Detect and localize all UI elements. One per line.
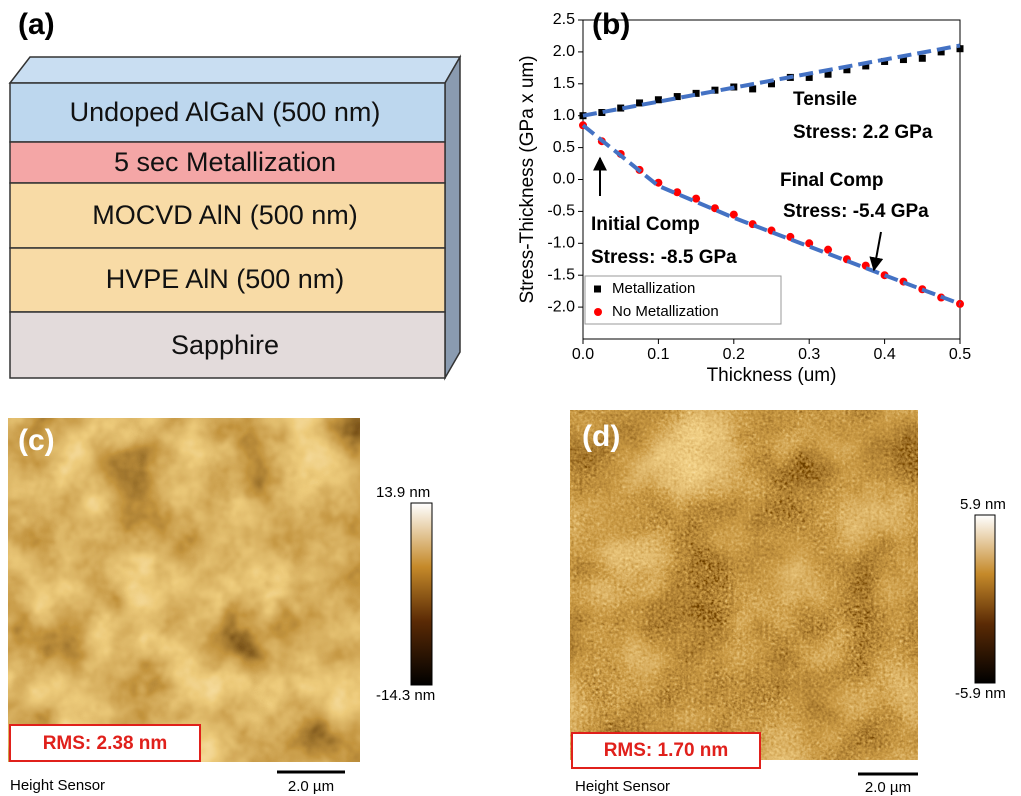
y-tick-label: 0.0: [553, 171, 575, 188]
afm-image: [570, 410, 918, 760]
colorbar-min: -5.9 nm: [955, 685, 1006, 702]
colorbar-max: 13.9 nm: [376, 484, 430, 501]
layer-label: Sapphire: [171, 330, 279, 360]
layer-label: HVPE AlN (500 nm): [106, 264, 345, 294]
y-tick-label: 1.0: [553, 107, 575, 124]
x-tick-label: 0.5: [949, 346, 971, 363]
y-tick-label: -0.5: [547, 203, 575, 220]
figure: (a) Undoped AlGaN (500 nm) 5 sec Metalli…: [0, 0, 1021, 796]
colorbar: [975, 515, 995, 683]
y-tick-label: 1.5: [553, 75, 575, 92]
annotation: Initial Comp: [591, 214, 700, 235]
point: [824, 246, 832, 254]
y-tick-label: -1.5: [547, 266, 575, 283]
layer-label: MOCVD AlN (500 nm): [92, 200, 358, 230]
colorbar-max: 5.9 nm: [960, 496, 1006, 513]
point: [655, 96, 662, 103]
colorbar-min: -14.3 nm: [376, 687, 435, 704]
stack-side: [445, 57, 460, 378]
annotation-arrow: [874, 232, 881, 270]
panel-label: (b): [592, 8, 630, 41]
panel-label: (a): [18, 8, 55, 41]
x-tick-label: 0.4: [873, 346, 895, 363]
channel-label: Height Sensor: [575, 778, 670, 795]
legend-marker: [594, 308, 602, 316]
y-tick-label: 0.5: [553, 139, 575, 156]
legend-label: No Metallization: [612, 303, 719, 320]
y-tick-label: -1.0: [547, 235, 575, 252]
legend-label: Metallization: [612, 280, 695, 297]
x-tick-label: 0.3: [798, 346, 820, 363]
panel-label: (c): [18, 424, 55, 457]
scale-bar-label: 2.0 µm: [865, 779, 911, 796]
legend-marker: [594, 286, 601, 293]
x-axis-label: Thickness (um): [707, 365, 837, 386]
y-tick-label: 2.5: [553, 11, 575, 28]
rms-label: RMS: 1.70 nm: [604, 740, 729, 761]
layer-label: 5 sec Metallization: [114, 147, 336, 177]
annotation: Tensile: [793, 89, 857, 110]
colorbar: [411, 503, 432, 685]
x-tick-label: 0.1: [647, 346, 669, 363]
y-tick-label: 2.0: [553, 43, 575, 60]
scale-bar-label: 2.0 µm: [288, 778, 334, 795]
panel-label: (d): [582, 420, 620, 453]
x-tick-label: 0.2: [723, 346, 745, 363]
afm-image: [8, 418, 360, 762]
annotation: Stress: -8.5 GPa: [591, 247, 737, 268]
annotation: Final Comp: [780, 170, 883, 191]
x-tick-label: 0.0: [572, 346, 594, 363]
stack-top: [10, 57, 460, 83]
annotation: Stress: 2.2 GPa: [793, 122, 933, 143]
point: [919, 55, 926, 62]
rms-label: RMS: 2.38 nm: [43, 733, 168, 754]
channel-label: Height Sensor: [10, 777, 105, 794]
annotation: Stress: -5.4 GPa: [783, 201, 929, 222]
y-axis-label: Stress-Thickness (GPa x um): [517, 55, 538, 303]
layer-label: Undoped AlGaN (500 nm): [70, 97, 381, 127]
stress-chart: -2.0 -1.5 -1.0 -0.5 0.0 0.5 1.0 1.5 2.0 2.5 0.0 0.1…: [517, 8, 971, 386]
y-tick-label: -2.0: [547, 298, 575, 315]
